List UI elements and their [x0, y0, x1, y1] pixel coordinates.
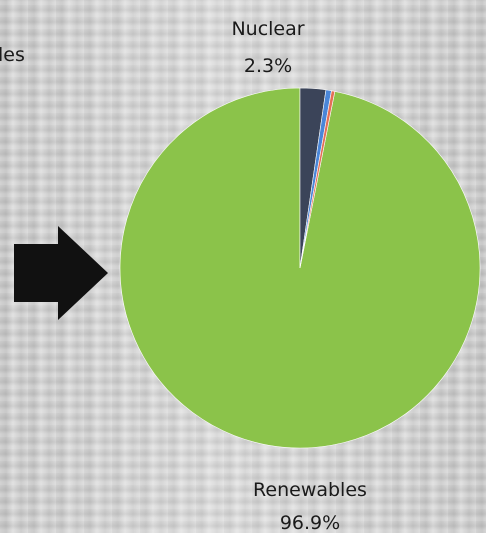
arrow-right-icon [14, 226, 108, 320]
slice-label-clipped: les [0, 44, 25, 66]
slice-label-renewables: Renewables [253, 479, 367, 501]
pie-slices [119, 87, 481, 449]
slice-label-nuclear: Nuclear [231, 18, 305, 40]
slice-value-nuclear: 2.3% [243, 55, 293, 77]
slice-value-renewables: 96.9% [279, 512, 341, 533]
pie-slice-minor-3 [299, 90, 336, 269]
